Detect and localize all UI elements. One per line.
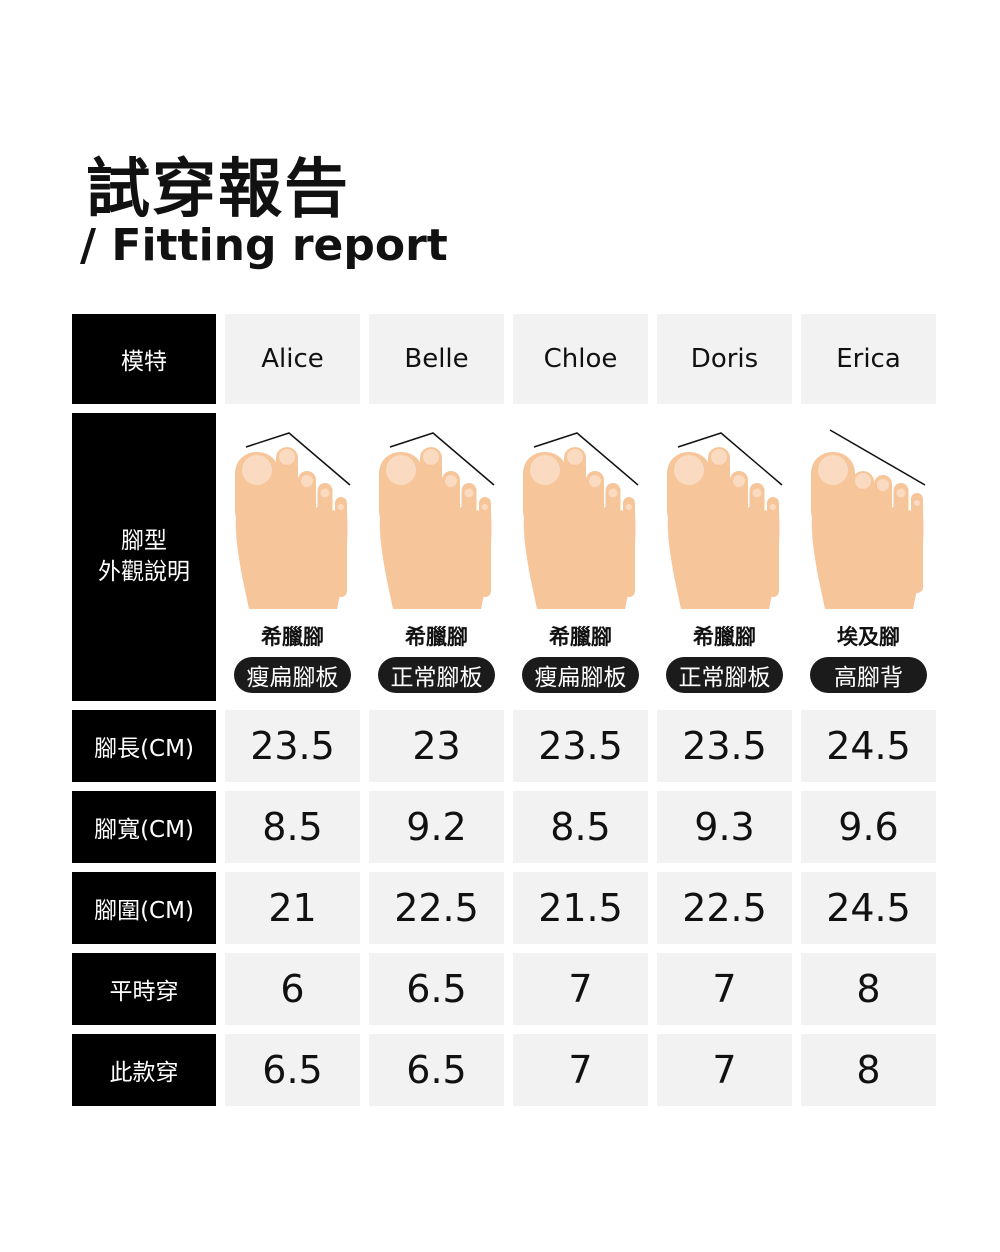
value-this: 6.5 — [225, 1034, 360, 1106]
foot-desc-badge: 瘦扁腳板 — [522, 657, 639, 693]
label-girth: 腳圍(CM) — [72, 872, 216, 944]
value-girth: 22.5 — [657, 872, 792, 944]
label-width: 腳寬(CM) — [72, 791, 216, 863]
foot-desc-badge: 正常腳板 — [378, 657, 495, 693]
model-name: Doris — [657, 314, 792, 404]
value-width: 9.6 — [801, 791, 936, 863]
foot-type-cell: 希臘腳 瘦扁腳板 — [513, 413, 648, 701]
value-girth: 22.5 — [369, 872, 504, 944]
model-name: Chloe — [513, 314, 648, 404]
foot-type-cell: 希臘腳 瘦扁腳板 — [225, 413, 360, 701]
value-width: 8.5 — [513, 791, 648, 863]
foot-desc-badge: 瘦扁腳板 — [234, 657, 351, 693]
foot-shape: 希臘腳 — [405, 625, 468, 649]
foot-shape: 希臘腳 — [549, 625, 612, 649]
label-foot-type: 腳型 外觀說明 — [72, 413, 216, 701]
value-usual: 6 — [225, 953, 360, 1025]
value-length: 23.5 — [513, 710, 648, 782]
value-girth: 21.5 — [513, 872, 648, 944]
value-width: 9.3 — [657, 791, 792, 863]
foot-illustration-icon — [379, 432, 495, 609]
value-usual: 7 — [657, 953, 792, 1025]
foot-type-cell: 希臘腳 正常腳板 — [369, 413, 504, 701]
page-subtitle: / Fitting report — [80, 220, 448, 271]
value-this: 7 — [657, 1034, 792, 1106]
value-length: 23.5 — [657, 710, 792, 782]
foot-illustration-icon — [811, 429, 926, 609]
value-length: 23.5 — [225, 710, 360, 782]
label-this-size: 此款穿 — [72, 1034, 216, 1106]
value-length: 24.5 — [801, 710, 936, 782]
value-girth: 24.5 — [801, 872, 936, 944]
foot-illustration-icon — [667, 432, 783, 609]
label-length: 腳長(CM) — [72, 710, 216, 782]
page-title: 試穿報告 — [86, 153, 350, 227]
value-usual: 7 — [513, 953, 648, 1025]
foot-type-cell: 埃及腳 高腳背 — [801, 413, 936, 701]
foot-desc-badge: 正常腳板 — [666, 657, 783, 693]
model-name: Erica — [801, 314, 936, 404]
value-length: 23 — [369, 710, 504, 782]
model-name: Belle — [369, 314, 504, 404]
foot-illustration-icon — [235, 432, 351, 609]
value-width: 8.5 — [225, 791, 360, 863]
foot-shape: 希臘腳 — [261, 625, 324, 649]
label-usual-size: 平時穿 — [72, 953, 216, 1025]
value-girth: 21 — [225, 872, 360, 944]
foot-shape: 希臘腳 — [693, 625, 756, 649]
foot-type-cell: 希臘腳 正常腳板 — [657, 413, 792, 701]
value-usual: 8 — [801, 953, 936, 1025]
foot-illustration-icon — [523, 432, 639, 609]
foot-shape: 埃及腳 — [837, 625, 900, 649]
value-this: 7 — [513, 1034, 648, 1106]
model-name: Alice — [225, 314, 360, 404]
value-this: 6.5 — [369, 1034, 504, 1106]
label-model: 模特 — [72, 314, 216, 404]
value-this: 8 — [801, 1034, 936, 1106]
value-width: 9.2 — [369, 791, 504, 863]
foot-desc-badge: 高腳背 — [810, 657, 927, 693]
value-usual: 6.5 — [369, 953, 504, 1025]
